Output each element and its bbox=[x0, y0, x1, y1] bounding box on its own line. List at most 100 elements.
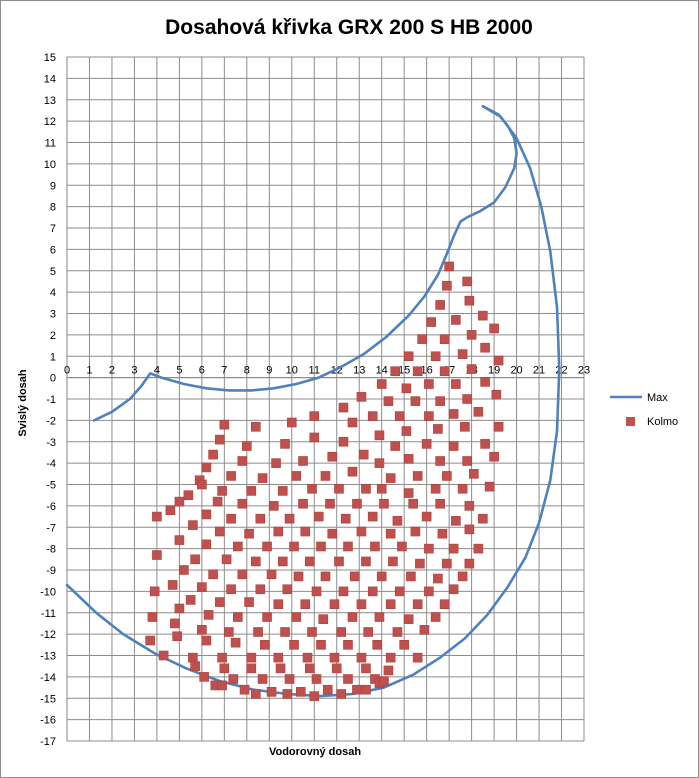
x-tick-label: 22 bbox=[555, 365, 567, 377]
point-kolmo bbox=[401, 426, 412, 436]
point-kolmo bbox=[172, 631, 182, 642]
point-kolmo bbox=[277, 486, 288, 496]
point-kolmo bbox=[334, 556, 344, 567]
point-kolmo bbox=[430, 483, 441, 494]
point-kolmo bbox=[277, 556, 288, 567]
line-max bbox=[65, 104, 561, 698]
point-kolmo bbox=[257, 674, 268, 684]
point-kolmo bbox=[451, 315, 461, 325]
point-kolmo bbox=[237, 498, 248, 509]
y-tick-label: 8 bbox=[50, 202, 56, 214]
x-tick-labels: 01234567891011121314151617181920212223 bbox=[64, 365, 590, 377]
point-kolmo bbox=[309, 432, 320, 443]
point-kolmo bbox=[464, 295, 475, 306]
point-kolmo bbox=[448, 409, 459, 419]
point-kolmo bbox=[493, 355, 504, 366]
series-kolmo bbox=[145, 261, 504, 701]
point-kolmo bbox=[208, 569, 218, 580]
point-kolmo bbox=[331, 663, 342, 674]
y-tick-label: -12 bbox=[40, 629, 56, 641]
point-kolmo bbox=[217, 486, 227, 496]
point-kolmo bbox=[442, 471, 452, 481]
point-kolmo bbox=[417, 334, 427, 344]
point-kolmo bbox=[309, 691, 320, 701]
point-kolmo bbox=[385, 652, 396, 663]
point-kolmo bbox=[367, 411, 378, 421]
y-tick-label: 4 bbox=[50, 287, 56, 299]
point-kolmo bbox=[327, 528, 338, 539]
y-tick-label: -13 bbox=[40, 651, 56, 663]
point-kolmo bbox=[392, 627, 403, 637]
series-max bbox=[65, 104, 561, 698]
x-tick-label: 1 bbox=[86, 365, 92, 377]
point-kolmo bbox=[208, 449, 218, 460]
point-kolmo bbox=[338, 402, 349, 413]
point-kolmo bbox=[165, 505, 176, 515]
point-kolmo bbox=[217, 652, 227, 663]
point-kolmo bbox=[466, 330, 477, 340]
legend-kolmo-label: Kolmo bbox=[647, 416, 678, 428]
point-kolmo bbox=[403, 614, 414, 624]
point-kolmo bbox=[439, 334, 450, 344]
point-kolmo bbox=[433, 424, 443, 434]
point-kolmo bbox=[320, 571, 331, 582]
point-kolmo bbox=[424, 543, 434, 554]
x-tick-label: 0 bbox=[64, 365, 70, 377]
point-kolmo bbox=[253, 627, 263, 637]
x-tick-label: 11 bbox=[309, 365, 320, 377]
point-kolmo bbox=[448, 543, 459, 554]
x-tick-label: 15 bbox=[398, 365, 410, 377]
point-kolmo bbox=[255, 584, 266, 595]
x-tick-label: 6 bbox=[199, 365, 205, 377]
point-kolmo bbox=[228, 674, 239, 684]
y-tick-label: -11 bbox=[41, 608, 56, 620]
point-kolmo bbox=[419, 625, 430, 635]
point-kolmo bbox=[298, 456, 308, 466]
legend: Max Kolmo bbox=[610, 392, 678, 428]
point-kolmo bbox=[426, 317, 436, 327]
y-tick-label: -4 bbox=[46, 458, 56, 470]
point-kolmo bbox=[327, 451, 338, 462]
point-kolmo bbox=[412, 599, 423, 610]
point-kolmo bbox=[464, 558, 475, 569]
legend-kolmo-swatch bbox=[626, 417, 635, 426]
point-kolmo bbox=[286, 417, 297, 428]
point-kolmo bbox=[174, 496, 185, 507]
point-kolmo bbox=[215, 597, 225, 607]
point-kolmo bbox=[403, 454, 414, 464]
point-kolmo bbox=[491, 389, 502, 400]
point-kolmo bbox=[291, 471, 302, 481]
y-tick-label: 3 bbox=[50, 309, 56, 321]
x-tick-label: 3 bbox=[131, 365, 137, 377]
point-kolmo bbox=[311, 586, 322, 597]
point-kolmo bbox=[201, 462, 212, 473]
point-kolmo bbox=[190, 661, 200, 671]
point-kolmo bbox=[320, 471, 331, 481]
point-kolmo bbox=[201, 635, 212, 646]
point-kolmo bbox=[388, 556, 398, 567]
x-tick-label: 5 bbox=[176, 365, 182, 377]
point-kolmo bbox=[190, 554, 200, 565]
point-kolmo bbox=[271, 458, 281, 468]
point-kolmo bbox=[322, 684, 333, 695]
point-kolmo bbox=[295, 687, 306, 697]
y-tick-label: -1 bbox=[46, 394, 56, 406]
point-kolmo bbox=[343, 674, 353, 684]
point-kolmo bbox=[343, 640, 353, 650]
point-kolmo bbox=[403, 351, 414, 362]
point-kolmo bbox=[493, 421, 504, 432]
grid bbox=[66, 56, 585, 742]
point-kolmo bbox=[376, 571, 387, 582]
point-kolmo bbox=[246, 486, 257, 496]
y-tick-label: -10 bbox=[40, 586, 56, 598]
point-kolmo bbox=[262, 541, 272, 552]
point-kolmo bbox=[439, 366, 450, 377]
point-kolmo bbox=[347, 612, 358, 622]
point-kolmo bbox=[226, 471, 236, 481]
point-kolmo bbox=[406, 571, 416, 582]
point-kolmo bbox=[197, 582, 207, 592]
point-kolmo bbox=[469, 469, 479, 479]
y-tick-label: -9 bbox=[46, 565, 56, 577]
point-kolmo bbox=[246, 663, 257, 674]
point-kolmo bbox=[268, 501, 279, 511]
